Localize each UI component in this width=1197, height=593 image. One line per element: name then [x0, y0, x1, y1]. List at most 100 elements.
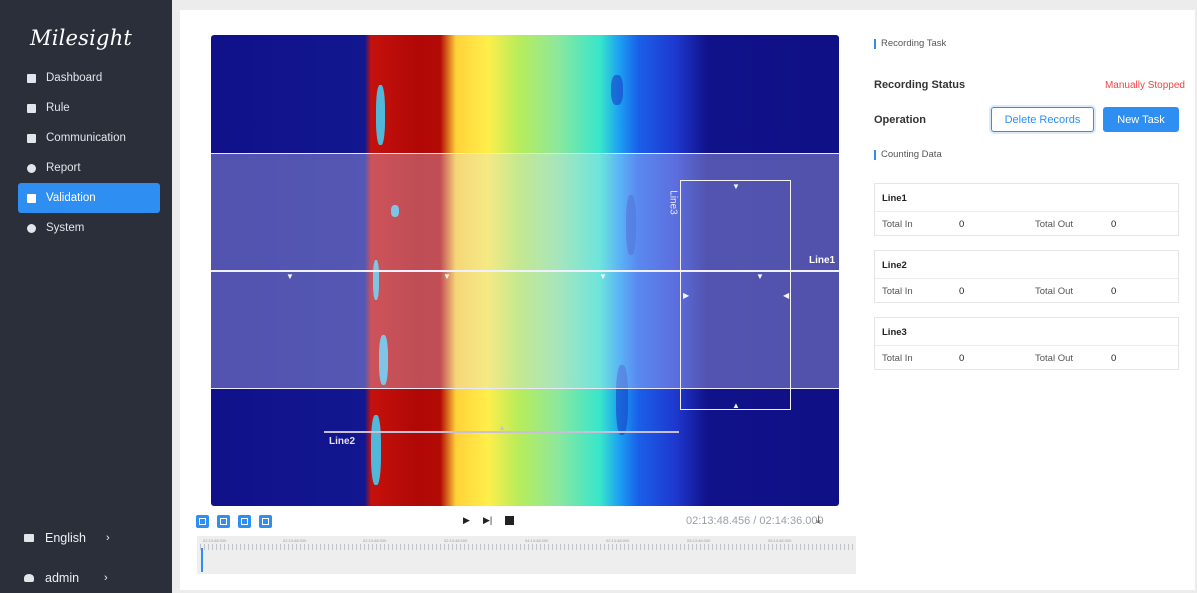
total-in-label: Total In [882, 353, 913, 364]
play-button[interactable]: ▶ [463, 515, 470, 525]
sidebar-item-system[interactable]: System [18, 213, 160, 243]
rule-icon [27, 103, 36, 113]
timeline-label: 02:13:48.000 [444, 538, 468, 543]
stop-button[interactable] [505, 516, 514, 525]
chevron-right-icon: › [104, 572, 108, 584]
direction-arrow-icon: ▼ [443, 272, 451, 281]
communication-icon [27, 133, 36, 143]
line1-card: Line1 Total In 0 Total Out 0 [874, 183, 1179, 236]
heat-speck [371, 415, 381, 485]
total-out-label: Total Out [1035, 219, 1074, 230]
download-icon[interactable]: ⤓ [816, 514, 821, 526]
heat-speck [379, 335, 388, 385]
user-menu[interactable]: admin › [24, 571, 159, 585]
total-in-value: 0 [959, 353, 965, 364]
timeline-label: 02:13:48.000 [606, 538, 630, 543]
heat-speck [626, 195, 636, 255]
total-in-value: 0 [959, 219, 965, 230]
line-name: Line1 [882, 193, 907, 204]
total-in-label: Total In [882, 219, 913, 230]
heat-speck [376, 85, 385, 145]
sidebar-item-dashboard[interactable]: Dashboard [18, 63, 160, 93]
timeline-cursor[interactable] [201, 548, 203, 572]
sidebar-item-label: System [46, 222, 85, 234]
delete-records-button[interactable]: Delete Records [991, 107, 1094, 132]
direction-arrow-icon: ▼ [732, 182, 740, 191]
timeline-scrubber[interactable]: 02:13:48.000 02:13:48.000 02:13:48.000 0… [197, 536, 856, 574]
sidebar-item-communication[interactable]: Communication [18, 123, 160, 153]
operation-label: Operation [874, 114, 926, 126]
recording-status-label: Recording Status [874, 79, 966, 91]
sidebar-item-label: Report [46, 162, 81, 174]
timeline-label: 02:13:48.000 [363, 538, 387, 543]
timeline-label: 05:13:48.000 [687, 538, 711, 543]
sidebar-item-report[interactable]: Report [18, 153, 160, 183]
direction-arrow-icon: ▼ [599, 272, 607, 281]
heat-speck [373, 260, 379, 300]
recording-status-value: Manually Stopped [1104, 80, 1185, 91]
line-name: Line2 [882, 260, 907, 271]
line3-region[interactable] [680, 180, 791, 410]
total-out-label: Total Out [1035, 353, 1074, 364]
gear-icon [27, 223, 36, 233]
sidebar-item-label: Rule [46, 102, 70, 114]
main-panel: ▼ ▼ ▼ ▼ Line1 ▼ ▲ ▶ ◀ Line3 ▲ Line2 ▶ ▶|… [180, 10, 1195, 590]
direction-arrow-icon: ▲ [498, 423, 506, 432]
total-out-value: 0 [1111, 353, 1117, 364]
sidebar-menu: Dashboard Rule Communication Report Vali… [18, 63, 160, 243]
divider [875, 278, 1178, 279]
timeline-label: 05:13:48.000 [768, 538, 792, 543]
total-out-value: 0 [1111, 286, 1117, 297]
tool-zoom-button[interactable] [196, 515, 209, 528]
line3-card: Line3 Total In 0 Total Out 0 [874, 317, 1179, 370]
heatmap-video[interactable]: ▼ ▼ ▼ ▼ Line1 ▼ ▲ ▶ ◀ Line3 ▲ Line2 [211, 35, 839, 506]
new-task-button[interactable]: New Task [1103, 107, 1179, 132]
sidebar: Milesight Dashboard Rule Communication R… [0, 0, 172, 593]
direction-arrow-icon: ◀ [783, 291, 790, 300]
heat-speck [391, 205, 399, 217]
sidebar-item-label: Validation [46, 192, 96, 204]
total-in-value: 0 [959, 286, 965, 297]
user-label: admin [45, 571, 80, 585]
step-forward-button[interactable]: ▶| [483, 515, 493, 525]
line-name: Line3 [882, 327, 907, 338]
total-out-value: 0 [1111, 219, 1117, 230]
timeline-ticks [200, 544, 853, 550]
line2-label: Line2 [329, 436, 356, 447]
total-out-label: Total Out [1035, 286, 1074, 297]
validation-icon [27, 193, 36, 203]
heat-speck [616, 365, 628, 435]
total-in-label: Total In [882, 286, 913, 297]
timeline-label: 02:13:48.000 [283, 538, 307, 543]
line2-marker[interactable] [324, 431, 679, 433]
line2-card: Line2 Total In 0 Total Out 0 [874, 250, 1179, 303]
tool-adjust-button[interactable] [259, 515, 272, 528]
tool-image-button[interactable] [238, 515, 251, 528]
line1-marker[interactable] [211, 270, 839, 272]
language-icon [24, 534, 34, 542]
direction-arrow-icon: ▼ [286, 272, 294, 281]
sidebar-item-label: Dashboard [46, 72, 103, 84]
chevron-right-icon: › [106, 532, 110, 544]
recording-task-heading: Recording Task [874, 39, 946, 49]
line3-label: Line3 [667, 190, 679, 215]
timeline-label: 04:13:48.000 [525, 538, 549, 543]
direction-arrow-icon: ▲ [732, 401, 740, 410]
divider [875, 211, 1178, 212]
milesight-logo: Milesight [30, 26, 133, 50]
heat-speck [611, 75, 623, 105]
direction-arrow-icon: ▶ [683, 291, 690, 300]
playback-time: 02:13:48.456 / 02:14:36.000 [686, 515, 824, 527]
sidebar-item-rule[interactable]: Rule [18, 93, 160, 123]
report-icon [27, 163, 36, 173]
language-selector[interactable]: English › [24, 531, 159, 545]
line1-label: Line1 [809, 255, 836, 266]
dashboard-icon [27, 73, 36, 83]
tool-region-button[interactable] [217, 515, 230, 528]
language-label: English [45, 531, 86, 545]
divider [875, 345, 1178, 346]
user-icon [24, 574, 34, 582]
sidebar-item-validation[interactable]: Validation [18, 183, 160, 213]
timeline-label: 02:13:48.000 [203, 538, 227, 543]
direction-arrow-icon: ▼ [756, 272, 764, 281]
